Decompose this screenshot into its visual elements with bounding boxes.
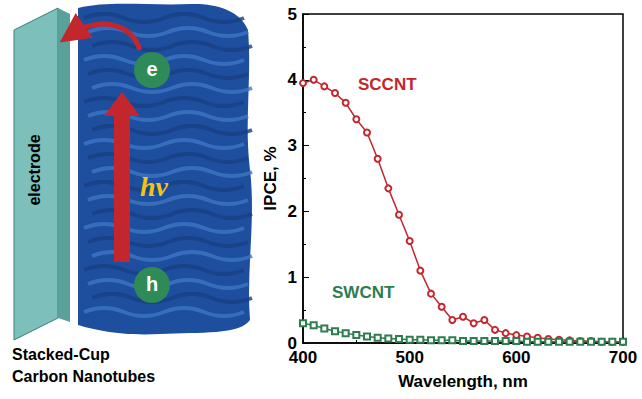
svg-text:2: 2 [288, 202, 297, 221]
svg-text:600: 600 [502, 348, 530, 367]
svg-text:Wavelength, nm: Wavelength, nm [398, 372, 528, 391]
svg-text:h: h [146, 273, 158, 295]
svg-text:IPCE, %: IPCE, % [261, 146, 280, 210]
svg-text:1: 1 [288, 268, 297, 287]
svg-text:hν: hν [140, 171, 169, 202]
svg-text:5: 5 [288, 5, 297, 24]
svg-text:400: 400 [289, 348, 317, 367]
svg-text:4: 4 [288, 70, 298, 89]
svg-text:3: 3 [288, 136, 297, 155]
svg-text:electrode: electrode [26, 134, 43, 205]
svg-text:e: e [146, 58, 157, 80]
svg-text:SWCNT: SWCNT [332, 283, 395, 302]
svg-text:Stacked-Cup: Stacked-Cup [12, 346, 110, 363]
svg-text:0: 0 [287, 333, 297, 353]
svg-text:SCCNT: SCCNT [358, 75, 417, 94]
svg-text:Carbon Nanotubes: Carbon Nanotubes [12, 368, 155, 385]
svg-text:700: 700 [609, 348, 637, 367]
svg-text:500: 500 [395, 348, 423, 367]
